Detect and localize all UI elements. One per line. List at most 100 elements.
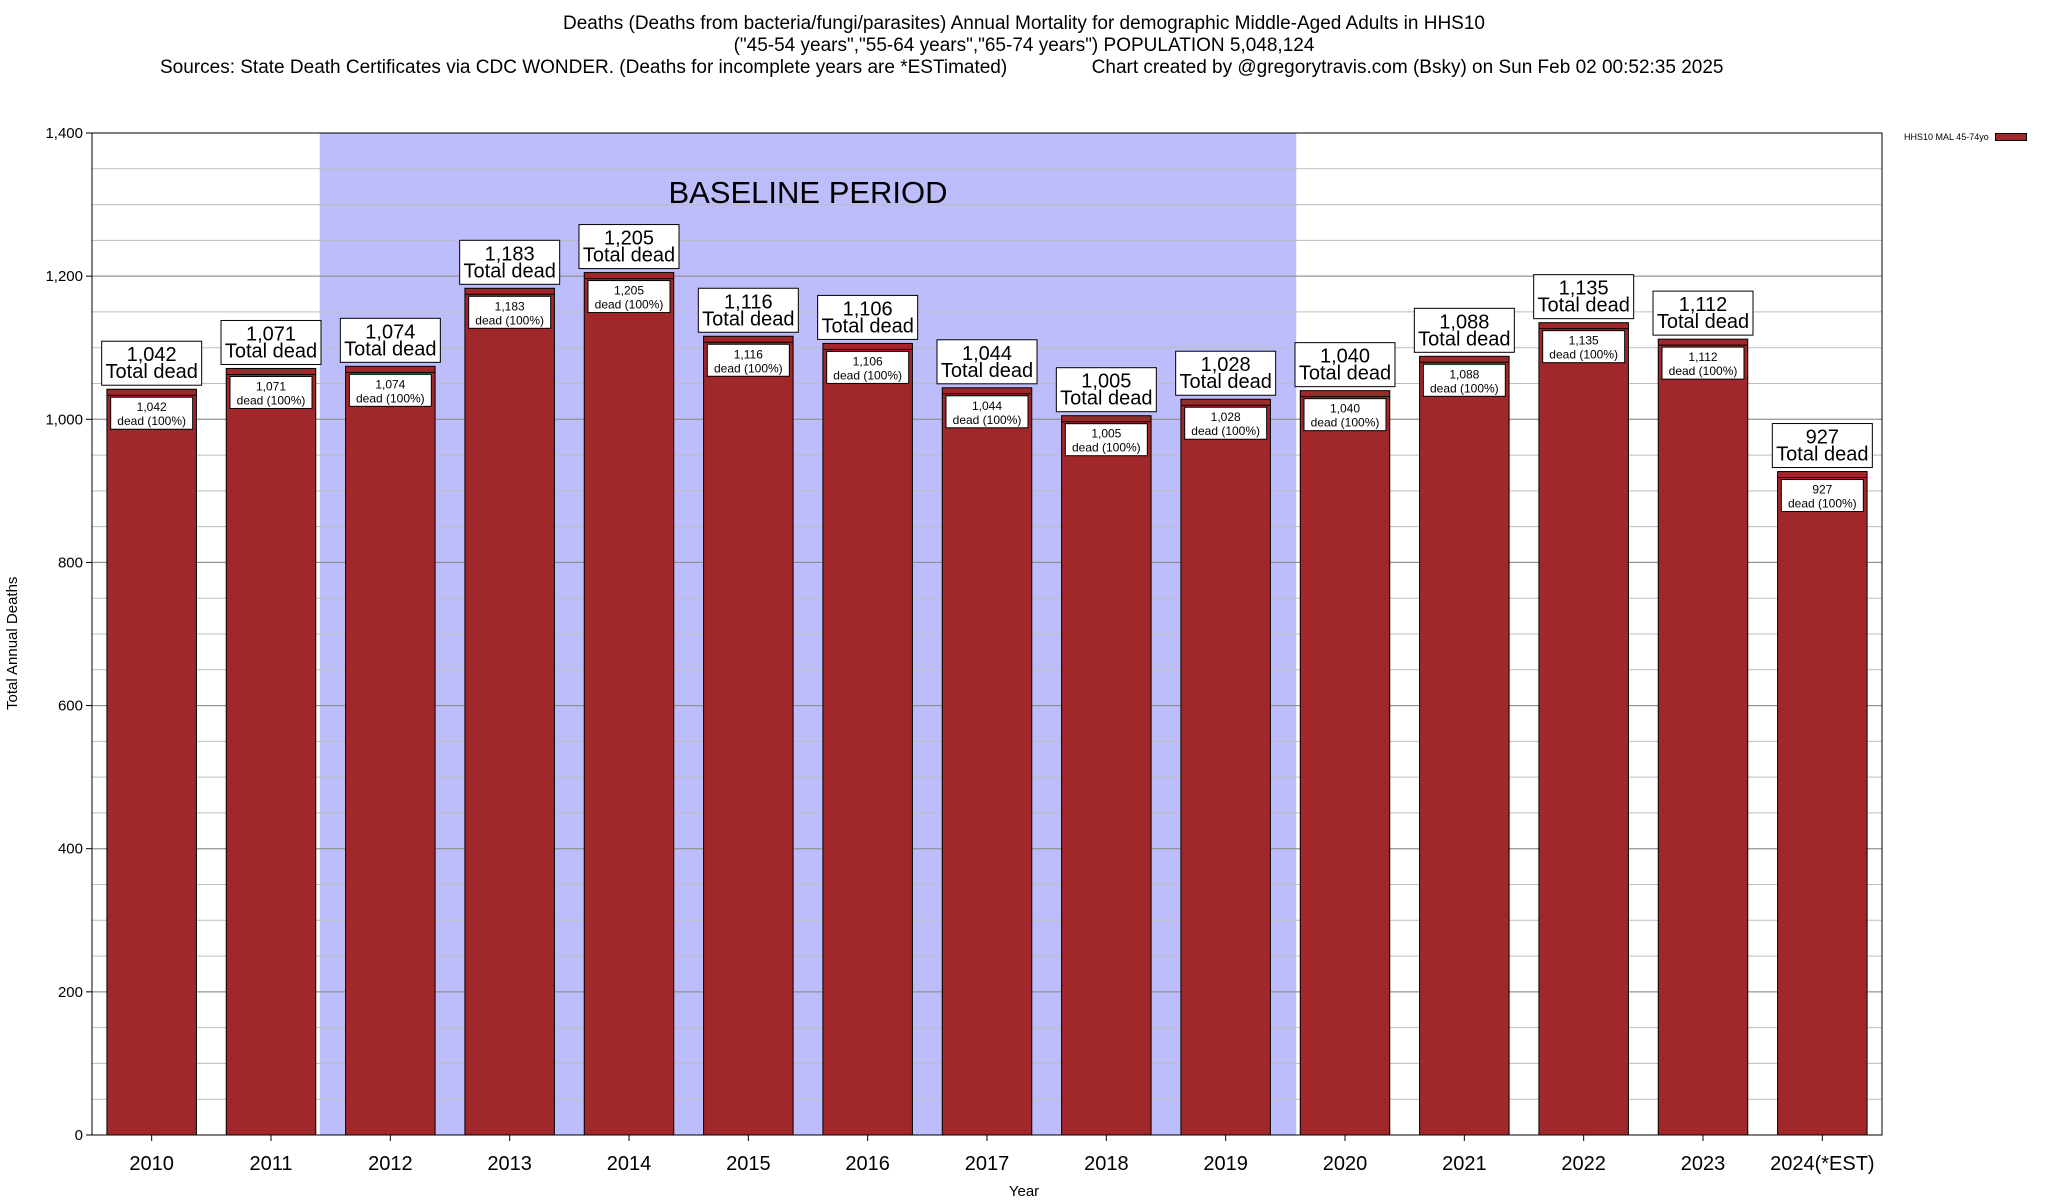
x-tick-label: 2013 xyxy=(487,1153,532,1175)
total-label-box xyxy=(936,339,1038,385)
total-label-box xyxy=(1175,350,1277,396)
bar xyxy=(1777,471,1868,1136)
x-tick-label: 2012 xyxy=(368,1153,413,1175)
inner-dead-label: dead (100%) xyxy=(237,393,306,407)
total-label-box xyxy=(339,317,441,363)
x-tick-label: 2016 xyxy=(845,1153,890,1175)
total-dead-label: Total dead xyxy=(941,360,1033,382)
total-value-label: 1,040 xyxy=(1320,346,1370,368)
total-dead-label: Total dead xyxy=(822,315,914,337)
inner-value-label: 1,106 xyxy=(853,354,883,368)
total-dead-label: Total dead xyxy=(1657,311,1749,333)
inner-dead-label: dead (100%) xyxy=(595,298,664,312)
total-label-box xyxy=(459,239,561,285)
inner-label-box xyxy=(1661,346,1745,380)
x-tick-label: 2019 xyxy=(1203,1153,1248,1175)
inner-dead-label: dead (100%) xyxy=(1788,497,1857,511)
bar xyxy=(1657,338,1749,1136)
total-label-box xyxy=(1413,307,1515,353)
x-tick-label: 2021 xyxy=(1442,1153,1487,1175)
baseline-period-label: BASELINE PERIOD xyxy=(668,175,947,210)
total-value-label: 1,116 xyxy=(724,291,773,313)
inner-label-box xyxy=(229,375,313,409)
total-value-label: 1,135 xyxy=(1559,278,1609,300)
total-value-label: 1,005 xyxy=(1081,371,1131,393)
total-label-box xyxy=(697,287,799,333)
inner-dead-label: dead (100%) xyxy=(1430,381,1499,395)
y-tick-label: 400 xyxy=(58,841,83,858)
inner-value-label: 1,088 xyxy=(1449,367,1479,381)
y-tick-label: 200 xyxy=(58,984,83,1001)
total-label-box xyxy=(1533,274,1635,320)
bar xyxy=(703,335,794,1136)
x-tick-label: 2014 xyxy=(607,1153,652,1175)
total-label-box xyxy=(1055,367,1157,413)
inner-value-label: 1,205 xyxy=(614,284,644,298)
y-tick-label: 800 xyxy=(58,554,83,571)
bar xyxy=(1538,322,1629,1136)
bar xyxy=(1419,355,1510,1136)
bar xyxy=(941,387,1033,1136)
y-tick-label: 0 xyxy=(75,1127,83,1144)
inner-value-label: 1,183 xyxy=(495,299,525,313)
inner-dead-label: dead (100%) xyxy=(356,391,425,405)
y-tick-label: 600 xyxy=(58,698,83,715)
bar xyxy=(1299,390,1391,1136)
inner-value-label: 1,112 xyxy=(1688,350,1717,364)
total-dead-label: Total dead xyxy=(1418,328,1510,350)
total-dead-label: Total dead xyxy=(702,308,794,330)
inner-label-box xyxy=(1303,398,1387,432)
inner-value-label: 1,028 xyxy=(1211,410,1241,424)
total-dead-label: Total dead xyxy=(1180,371,1272,393)
chart-subtitle: ("45-54 years","55-64 years","65-74 year… xyxy=(733,35,1315,56)
bar xyxy=(464,287,555,1136)
total-label-box xyxy=(220,319,322,365)
inner-label-box xyxy=(1780,479,1864,513)
total-value-label: 1,044 xyxy=(962,343,1012,365)
legend: HHS10 MAL 45-74yo xyxy=(1904,132,2027,142)
bar xyxy=(583,272,675,1136)
total-dead-label: Total dead xyxy=(1060,388,1152,410)
x-tick-label: 2011 xyxy=(249,1153,292,1175)
inner-dead-label: dead (100%) xyxy=(1191,424,1260,438)
total-value-label: 1,112 xyxy=(1679,294,1728,316)
x-tick-label: 2015 xyxy=(726,1153,771,1175)
total-label-box xyxy=(1652,290,1754,336)
inner-label-box xyxy=(945,395,1029,429)
inner-value-label: 1,040 xyxy=(1330,402,1360,416)
total-label-box xyxy=(101,340,203,386)
legend-label: HHS10 MAL 45-74yo xyxy=(1904,132,1989,142)
total-dead-label: Total dead xyxy=(1299,363,1391,385)
total-value-label: 1,028 xyxy=(1201,354,1251,376)
total-dead-label: Total dead xyxy=(225,340,317,362)
inner-value-label: 927 xyxy=(1812,483,1832,497)
y-tick-label: 1,400 xyxy=(45,125,83,142)
y-axis-label: Total Annual Deaths xyxy=(4,576,21,710)
x-tick-label: 2022 xyxy=(1561,1153,1606,1175)
bar xyxy=(106,388,197,1136)
total-value-label: 1,071 xyxy=(246,323,296,345)
inner-label-box xyxy=(706,343,790,377)
inner-label-box xyxy=(1064,423,1148,457)
inner-dead-label: dead (100%) xyxy=(953,413,1022,427)
total-label-box xyxy=(578,224,680,270)
bar xyxy=(1180,398,1271,1136)
bar xyxy=(1061,415,1152,1136)
inner-value-label: 1,042 xyxy=(137,400,167,414)
total-value-label: 927 xyxy=(1806,427,1839,449)
inner-dead-label: dead (100%) xyxy=(714,361,783,375)
inner-value-label: 1,116 xyxy=(734,347,763,361)
total-dead-label: Total dead xyxy=(344,338,436,360)
total-dead-label: Total dead xyxy=(1776,444,1868,466)
x-tick-label: 2024(*EST) xyxy=(1770,1153,1875,1175)
total-label-box xyxy=(1771,423,1873,469)
x-tick-label: 2017 xyxy=(965,1153,1010,1175)
inner-dead-label: dead (100%) xyxy=(475,313,544,327)
inner-value-label: 1,005 xyxy=(1091,427,1121,441)
total-dead-label: Total dead xyxy=(583,245,675,267)
inner-value-label: 1,135 xyxy=(1569,334,1599,348)
inner-dead-label: dead (100%) xyxy=(1549,348,1618,362)
y-tick-label: 1,000 xyxy=(45,411,83,428)
total-label-box xyxy=(1294,342,1396,388)
bar xyxy=(345,365,436,1136)
